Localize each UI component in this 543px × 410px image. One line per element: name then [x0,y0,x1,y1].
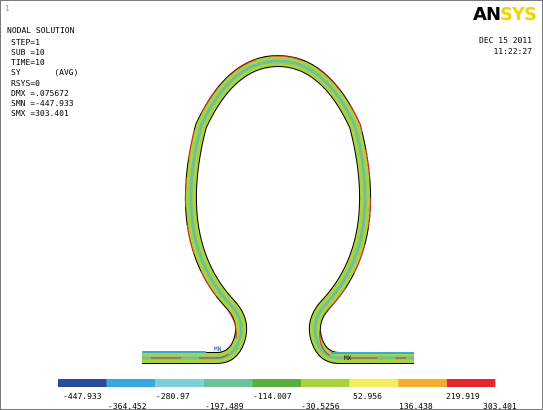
legend-value-7: 52.956 [353,392,382,401]
legend-color-5 [252,379,301,387]
legend-color-4 [203,379,253,387]
ansys-logo: ANSYS [473,4,537,25]
solution-time: 11:22:27 [493,47,532,56]
band-max-edge [151,55,406,359]
max-marker: MX [344,355,352,362]
logo-part-sys: SYS [500,4,537,25]
legend-value-10: 303.401 [483,402,517,410]
info-time: TIME=10 [11,58,45,67]
legend-color-3 [155,379,204,387]
legend-color-6 [301,379,350,387]
info-dmx: DMX =.075672 [11,89,69,98]
legend-value-8: 136.438 [399,402,433,410]
legend-value-2: -364.452 [108,402,147,410]
legend-value-3: -280.97 [156,392,190,401]
info-sub: SUB =10 [11,48,45,57]
info-rsys: RSYS=0 [11,79,40,88]
logo-part-an: AN [473,4,501,25]
legend-color-7 [349,379,399,387]
legend-color-1 [58,379,107,387]
legend-value-6: -30.5256 [301,402,340,410]
stress-contour-bands [142,55,414,364]
legend-value-4: -197.489 [205,402,244,410]
info-smx: SMX =303.401 [11,109,69,118]
legend-value-9: 219.919 [446,392,480,401]
band-inner [142,59,414,360]
info-result-item: SY (AVG) [11,68,79,77]
solution-title: NODAL SOLUTION [7,26,75,35]
legend-color-9 [446,379,496,387]
solution-date: DEC 15 2011 [479,36,532,45]
window-number: 1 [5,4,10,13]
legend-color-2 [106,379,156,387]
info-step: STEP=1 [11,38,40,47]
legend-value-1: -447.933 [63,392,102,401]
legend-color-8 [398,379,447,387]
legend-value-5: -114.007 [253,392,292,401]
min-marker: MN [214,346,222,353]
info-smn: SMN =-447.933 [11,99,74,108]
